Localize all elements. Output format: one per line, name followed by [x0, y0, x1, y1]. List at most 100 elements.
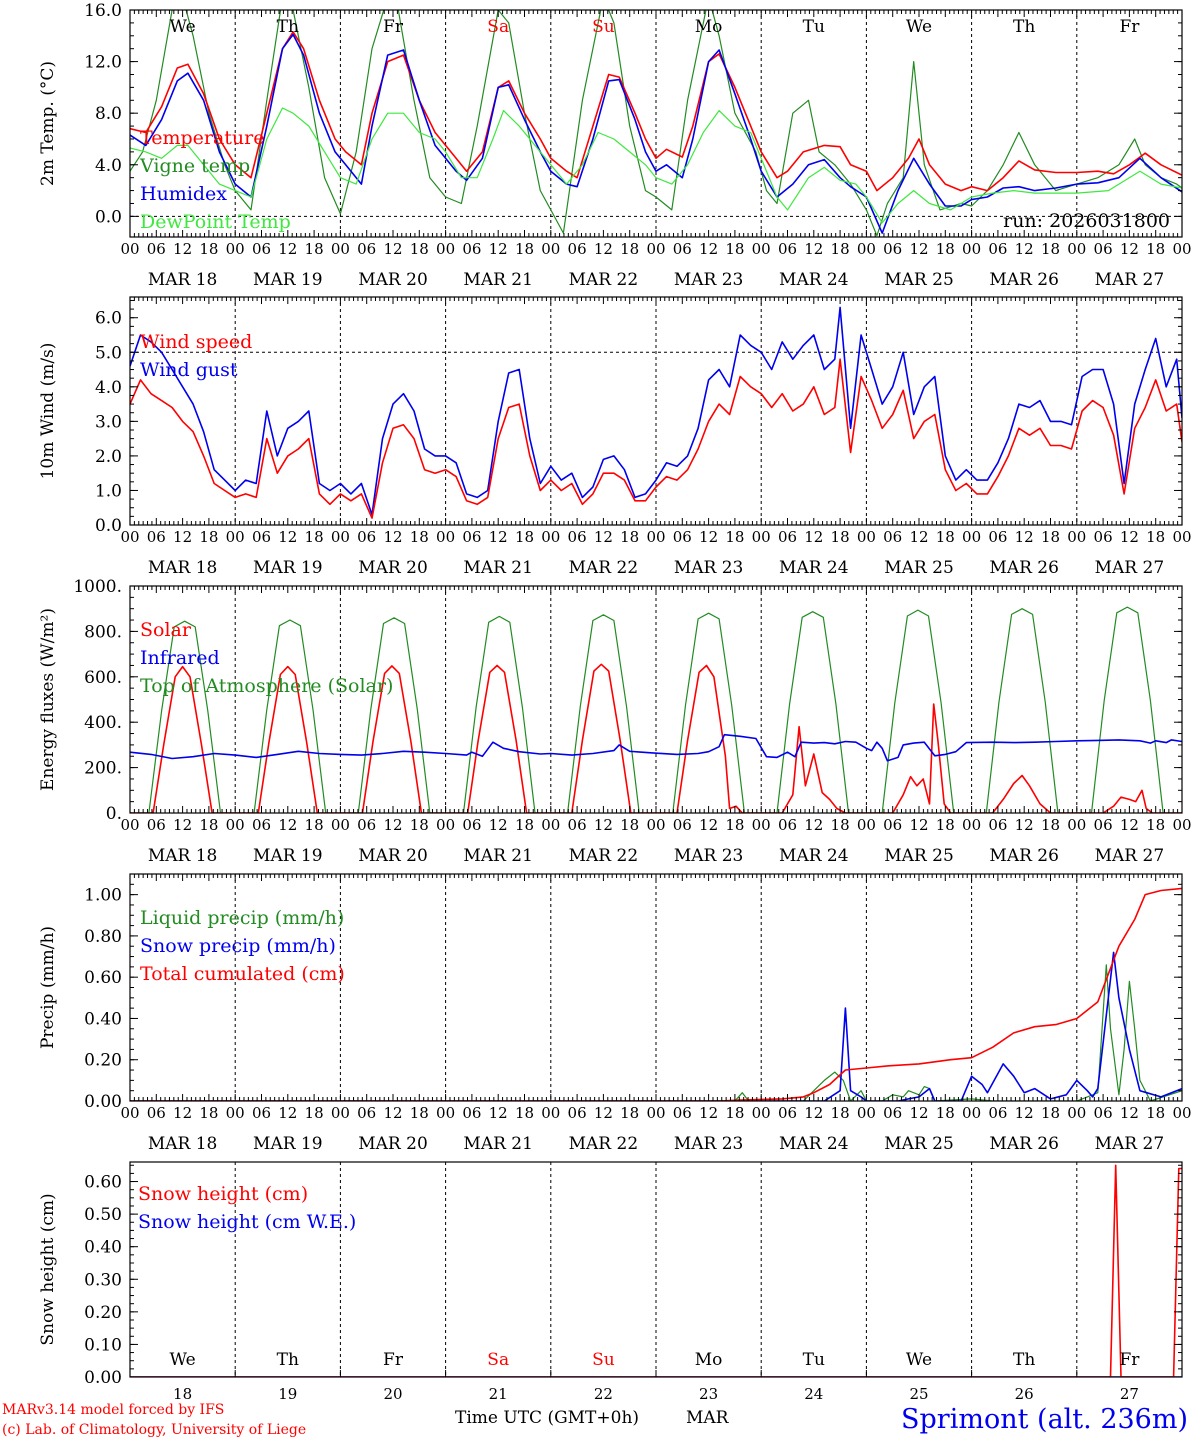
y-tick-label: 0.20 — [84, 1303, 122, 1323]
y-tick-label: 0.50 — [84, 1205, 122, 1225]
x-hour-label: 12 — [594, 240, 613, 258]
x-hour-label: 00 — [331, 528, 350, 546]
x-day-number: 24 — [804, 1385, 823, 1403]
x-date-label: MAR 20 — [358, 270, 428, 290]
x-date-label: MAR 19 — [253, 1134, 323, 1154]
x-date-label: MAR 26 — [989, 1134, 1059, 1154]
x-date-label: MAR 26 — [989, 270, 1059, 290]
x-date-label: MAR 24 — [779, 1134, 849, 1154]
x-hour-label: 06 — [357, 240, 376, 258]
x-date-label: MAR 23 — [674, 1134, 744, 1154]
series-group — [130, 10, 1182, 237]
y-tick-label: 0.00 — [84, 1368, 122, 1388]
series-line — [130, 1164, 1182, 1377]
panel-wind: 0.0 1.0 2.0 3.0 4.0 5.0 6.0 10m Wind (m/s) 00 06 1… — [38, 296, 1192, 578]
legend-entry: Humidex — [140, 183, 227, 205]
x-hour-label: 18 — [305, 816, 324, 834]
legend-entry: Solar — [140, 619, 192, 641]
weekday-label: We — [906, 17, 932, 37]
x-hour-label: 18 — [410, 816, 429, 834]
x-hour-label: 18 — [620, 240, 639, 258]
x-day-number: 27 — [1120, 1385, 1139, 1403]
x-hour-label: 00 — [331, 1104, 350, 1122]
x-hour-label: 06 — [1094, 240, 1113, 258]
x-hour-label: 00 — [541, 528, 560, 546]
legend-entry: Temperature — [140, 127, 264, 149]
x-hour-label: 18 — [515, 816, 534, 834]
x-hour-label: 12 — [699, 1104, 718, 1122]
x-date-label: MAR 26 — [989, 846, 1059, 866]
x-date-label: MAR 23 — [674, 270, 744, 290]
x-date-label: MAR 27 — [1095, 270, 1165, 290]
x-hour-label: 12 — [699, 528, 718, 546]
series-line — [130, 10, 1182, 237]
x-hour-label: 06 — [252, 1104, 271, 1122]
weekday-label: Su — [592, 1350, 615, 1370]
x-hour-label: 06 — [462, 1104, 481, 1122]
weekday-label: We — [906, 1350, 932, 1370]
x-hour-label: 18 — [305, 240, 324, 258]
x-date-label: MAR 21 — [463, 270, 533, 290]
weekday-label: Tu — [803, 1350, 825, 1370]
x-day-number: 20 — [383, 1385, 402, 1403]
x-hour-label: 18 — [936, 240, 955, 258]
x-hour-label: 00 — [962, 240, 981, 258]
x-hour-label: 00 — [752, 240, 771, 258]
y-axis-label: 2m Temp. (°C) — [38, 61, 58, 186]
x-date-label: MAR 24 — [779, 846, 849, 866]
legend-entry: Wind speed — [140, 331, 252, 353]
x-hour-label: 00 — [646, 528, 665, 546]
series-group — [130, 606, 1182, 813]
x-hour-label: 00 — [857, 816, 876, 834]
x-hour-label: 18 — [305, 1104, 324, 1122]
x-hour-label: 00 — [1067, 816, 1086, 834]
x-date-label: MAR 27 — [1095, 558, 1165, 578]
x-date-label: MAR 21 — [463, 558, 533, 578]
x-hour-label: 00 — [1172, 240, 1191, 258]
x-hour-label: 12 — [804, 1104, 823, 1122]
x-date-label: MAR 22 — [569, 846, 639, 866]
weekday-label: Mo — [695, 17, 723, 37]
x-axis-month: MAR — [686, 1408, 730, 1428]
x-hour-label: 12 — [173, 816, 192, 834]
x-hour-label: 18 — [1146, 816, 1165, 834]
x-hour-label: 18 — [831, 240, 850, 258]
series-line — [130, 31, 1182, 192]
x-hour-label: 18 — [1146, 528, 1165, 546]
x-day-number: 22 — [594, 1385, 613, 1403]
y-tick-label: 6.0 — [95, 309, 122, 329]
x-date-label: MAR 27 — [1095, 1134, 1165, 1154]
weekday-label: Fr — [383, 1350, 404, 1370]
x-date-label: MAR 25 — [884, 1134, 954, 1154]
series-line — [130, 306, 1182, 516]
x-hour-label: 06 — [357, 528, 376, 546]
x-hour-label: 00 — [962, 1104, 981, 1122]
x-date-label: MAR 24 — [779, 558, 849, 578]
legend-entry: Vigne temp — [139, 155, 250, 177]
x-hour-label: 00 — [646, 240, 665, 258]
x-hour-label: 12 — [909, 816, 928, 834]
y-tick-label: 0.10 — [84, 1335, 122, 1355]
x-hour-label: 12 — [594, 1104, 613, 1122]
x-hour-label: 06 — [147, 1104, 166, 1122]
x-day-number: 25 — [909, 1385, 928, 1403]
x-hour-label: 00 — [1067, 1104, 1086, 1122]
x-hour-label: 00 — [331, 240, 350, 258]
x-hour-label: 18 — [1146, 1104, 1165, 1122]
weekday-label: Fr — [1119, 17, 1140, 37]
weekday-label: Th — [1013, 1350, 1035, 1370]
y-tick-label: 4.0 — [95, 156, 122, 176]
x-date-label: MAR 23 — [674, 846, 744, 866]
x-hour-label: 18 — [620, 816, 639, 834]
x-hour-label: 18 — [410, 240, 429, 258]
x-hour-label: 18 — [725, 528, 744, 546]
weekday-label: We — [170, 17, 196, 37]
x-hour-label: 06 — [988, 528, 1007, 546]
y-tick-label: 200. — [84, 759, 122, 779]
x-hour-label: 18 — [199, 528, 218, 546]
x-hour-label: 18 — [620, 1104, 639, 1122]
weekday-label: Sa — [487, 1350, 509, 1370]
x-date-label: MAR 25 — [884, 270, 954, 290]
x-date-label: MAR 19 — [253, 846, 323, 866]
x-hour-label: 12 — [489, 528, 508, 546]
